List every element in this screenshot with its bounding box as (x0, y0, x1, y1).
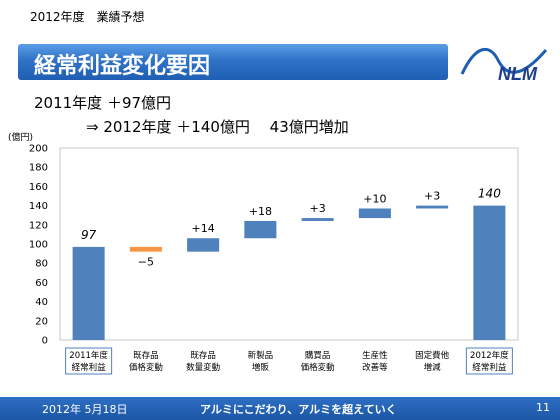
y-tick-label: 100 (29, 240, 48, 251)
category-label-line2: 価格変動 (301, 362, 335, 373)
delta-bar (358, 208, 391, 219)
bar-value-label: 97 (81, 228, 97, 242)
bar-value-label: +18 (249, 205, 272, 218)
y-tick-label: 0 (42, 336, 48, 347)
category-label-box (65, 347, 113, 375)
delta-bar (187, 238, 220, 252)
bar-value-label: +3 (310, 202, 326, 215)
category-label-line1: 既存品 (133, 350, 159, 361)
summary-line-2011: 2011年度 ＋97億円 (34, 94, 172, 112)
y-tick-label: 60 (35, 278, 48, 289)
footer-bar: 2012年 5月18日 アルミにこだわり、アルミを超えていく 11 (0, 397, 560, 420)
category-label-line1: 固定費他 (415, 350, 450, 361)
footer-slogan: アルミにこだわり、アルミを超えていく (200, 403, 397, 416)
y-tick-label: 140 (29, 201, 48, 212)
y-tick-label: 20 (35, 316, 48, 327)
category-label-line2: 経常利益 (472, 362, 507, 373)
delta-bar (244, 220, 277, 239)
summary-line-2012: ⇒ 2012年度 ＋140億円 43億円増加 (86, 118, 349, 136)
page-number: 11 (536, 401, 550, 414)
y-tick-label: 40 (35, 297, 48, 308)
category-label-line2: 数量変動 (186, 362, 220, 373)
y-axis-ticks: 0 20 40 60 80 100 120 140 160 180 200 (29, 144, 48, 347)
slide-title: 経常利益変化要因 (34, 54, 211, 79)
category-label-line1: 2011年度 (69, 350, 108, 361)
logo-swoosh (460, 47, 548, 75)
chart-data-labels: 97 −5 +14 +18 +3 +10 +3 140 (81, 187, 501, 269)
y-tick-label: 200 (29, 144, 48, 155)
plot-area-frame (59, 147, 519, 341)
delta-bar (129, 246, 162, 252)
delta-bar (301, 218, 334, 221)
y-tick-label: 120 (29, 220, 48, 231)
category-label-line1: 生産性 (362, 350, 388, 361)
category-label-line1: 購買品 (305, 350, 331, 361)
category-label-line1: 既存品 (190, 350, 216, 361)
category-label-line1: 新製品 (248, 350, 274, 361)
category-label-line2: 増販 (252, 362, 270, 373)
category-label-line2: 改善等 (362, 362, 388, 373)
bar-value-label: +10 (363, 192, 386, 205)
bar-value-label: +3 (424, 190, 440, 203)
fiscal-forecast-heading: 2012年度 業績予想 (30, 10, 145, 24)
chart-bars (72, 205, 506, 340)
delta-bar (416, 205, 449, 209)
total-bar (473, 205, 506, 340)
y-tick-label: 180 (29, 163, 48, 174)
category-label-line1: 2012年度 (470, 350, 509, 361)
category-label-line2: 価格変動 (129, 362, 163, 373)
bar-value-label: 140 (478, 187, 501, 201)
bar-value-label: −5 (138, 256, 154, 269)
category-label-line2: 経常利益 (72, 362, 107, 373)
company-logo: NLM (460, 47, 548, 84)
y-tick-label: 80 (35, 259, 48, 270)
slide-title-bar: 経常利益変化要因 (18, 44, 448, 80)
footer-date: 2012年 5月18日 (42, 403, 128, 416)
category-label-line2: 増減 (424, 362, 442, 373)
y-axis-unit-label: (億円) (8, 133, 34, 143)
logo-text: NLM (498, 64, 538, 84)
bar-value-label: +14 (192, 222, 215, 235)
y-tick-label: 160 (29, 182, 48, 193)
category-label-box (465, 347, 513, 375)
total-bar (72, 246, 105, 340)
waterfall-chart: 0 20 40 60 80 100 120 140 160 180 200 97 −5 +14 +18 +3… (29, 144, 519, 375)
category-labels: 2011年度経常利益既存品価格変動既存品数量変動新製品増販購買品価格変動生産性改… (65, 347, 513, 375)
